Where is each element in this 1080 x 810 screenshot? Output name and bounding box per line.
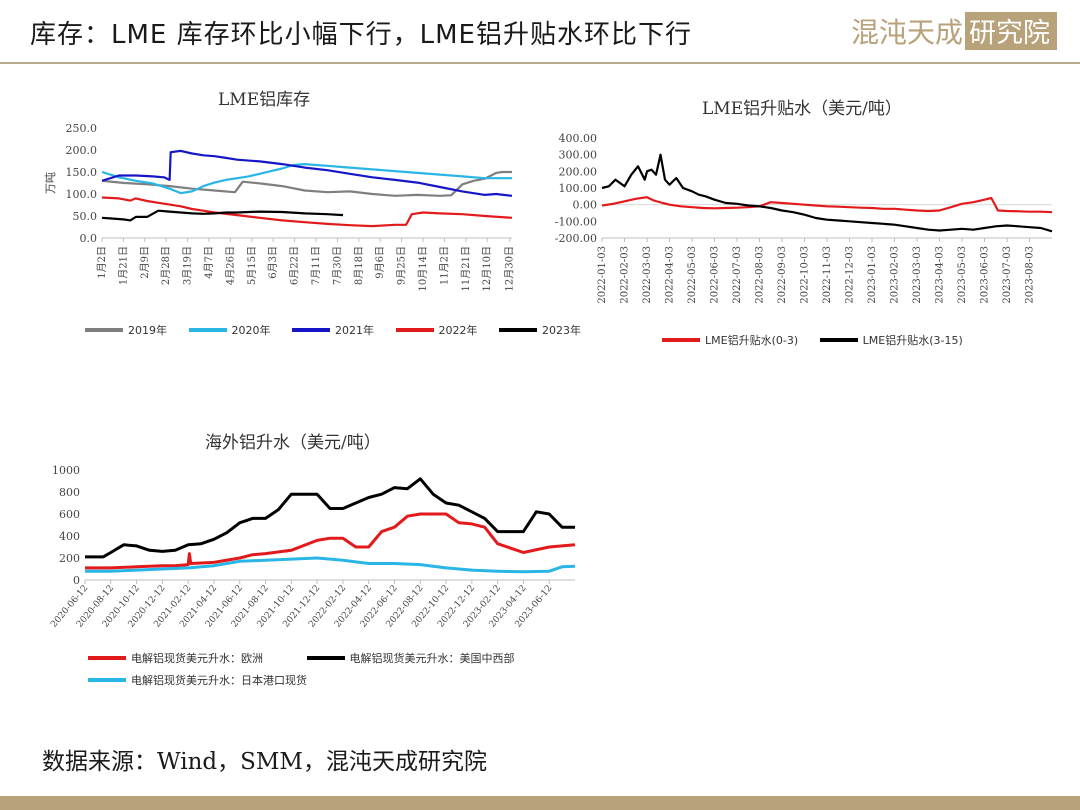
x-tick-label: 9月25日 xyxy=(396,246,408,285)
legend-item-2020: 2020年 xyxy=(188,322,271,338)
chart1-title: LME铝库存 xyxy=(218,90,311,110)
legend-item-us-midwest: 电解铝现货美元升水：美国中西部 xyxy=(306,650,515,666)
page-title: 库存：LME 库存环比小幅下行，LME铝升贴水环比下行 xyxy=(30,20,692,50)
x-tick-label: 12月10日 xyxy=(481,246,493,291)
y-tick-label: 600 xyxy=(59,508,80,521)
logo-text-right: 研究院 xyxy=(969,18,1050,49)
x-tick-label: 2022-06-03 xyxy=(710,246,721,304)
y-tick-label: 400 xyxy=(59,530,80,543)
x-tick-label: 11月21日 xyxy=(460,246,472,291)
legend-item-2021: 2021年 xyxy=(292,322,374,338)
y-tick-label: 400.00 xyxy=(559,132,598,145)
y-tick-label: 300.00 xyxy=(559,149,598,162)
x-tick-label: 2022-04-03 xyxy=(665,246,676,304)
series-line-1 xyxy=(101,162,512,195)
x-tick-label: 2023-07-03 xyxy=(1002,246,1013,304)
x-tick-label: 2023-08-03 xyxy=(1025,246,1036,304)
x-tick-label: 9月6日 xyxy=(374,246,386,279)
x-tick-label: 2月9日 xyxy=(139,246,151,279)
x-tick-label: 12月30日 xyxy=(504,246,516,291)
x-tick-label: 4月7日 xyxy=(203,246,215,279)
series-line-0 xyxy=(601,196,1053,214)
x-tick-label: 2023-03-03 xyxy=(912,246,923,304)
x-tick-label: 2022-01-03 xyxy=(597,246,608,304)
y-tick-label: 100.00 xyxy=(559,182,598,195)
x-tick-label: 10月14日 xyxy=(417,246,429,291)
x-tick-label: 7月11日 xyxy=(310,246,322,285)
x-tick-label: 6月22日 xyxy=(289,246,301,285)
x-tick-label: 1月21日 xyxy=(117,246,129,285)
y-tick-label: 0.0 xyxy=(80,232,98,245)
x-tick-label: 8月18日 xyxy=(353,246,365,285)
y-tick-label: 100.0 xyxy=(66,188,98,201)
x-tick-label: 2023-02-03 xyxy=(890,246,901,304)
x-tick-label: 5月15日 xyxy=(246,246,258,285)
series-line-0 xyxy=(85,512,576,570)
x-tick-label: 2022-11-03 xyxy=(822,246,833,304)
legend-item-2023: 2023年 xyxy=(499,322,581,338)
x-tick-label: 2022-07-03 xyxy=(732,246,743,304)
series-line-2 xyxy=(101,149,513,197)
x-tick-label: 2022-02-03 xyxy=(620,246,631,304)
x-tick-label: 2022-05-03 xyxy=(687,246,698,304)
x-tick-label: 2022-03-03 xyxy=(642,246,653,304)
y-tick-label: 200 xyxy=(59,552,80,565)
x-tick-label: 2023-04-03 xyxy=(935,246,946,304)
header: 库存：LME 库存环比小幅下行，LME铝升贴水环比下行 混沌天成 研究院 xyxy=(0,0,1080,62)
x-tick-label: 2022-09-03 xyxy=(777,246,788,304)
chart-lme-spread: -200.00 -100.00 0.00 100.00 200.00 300.00 400.… xyxy=(555,132,1053,304)
x-tick-label: 6月3日 xyxy=(267,246,279,279)
x-tick-label: 2022-08-03 xyxy=(755,246,766,304)
legend-item-spread-0-3: LME铝升贴水(0-3) xyxy=(662,332,798,348)
chart2-legend: LME铝升贴水(0-3) LME铝升贴水(3-15) xyxy=(662,332,981,348)
legend-item-europe: 电解铝现货美元升水：欧洲 xyxy=(88,650,263,666)
chart3-legend: 电解铝现货美元升水：欧洲 电解铝现货美元升水：美国中西部 电解铝现货美元升水：日… xyxy=(88,650,533,688)
series-line-1 xyxy=(85,477,575,559)
chart2-title: LME铝升贴水（美元/吨） xyxy=(702,99,902,119)
legend-item-spread-3-15: LME铝升贴水(3-15) xyxy=(819,332,963,348)
x-tick-label: 7月30日 xyxy=(331,246,343,285)
y-tick-label: 800 xyxy=(59,486,80,499)
x-tick-label: 2023-06-03 xyxy=(980,246,991,304)
y-tick-label: 200.00 xyxy=(559,165,598,178)
y-tick-label: 0 xyxy=(73,574,80,587)
y-tick-label: 50.0 xyxy=(73,210,98,223)
x-tick-label: 2023-01-03 xyxy=(867,246,878,304)
x-tick-label: 2月28日 xyxy=(160,246,172,285)
series-line-3 xyxy=(101,196,513,228)
logo: 混沌天成 研究院 xyxy=(851,12,1057,50)
x-tick-label: 1月2日 xyxy=(96,246,108,279)
y-tick-label: 250.0 xyxy=(66,122,98,135)
logo-text-left: 混沌天成 xyxy=(851,16,963,49)
chart1-legend: 2019年 2020年 2021年 2022年 2023年 xyxy=(85,322,599,338)
chart3-title: 海外铝升水（美元/吨） xyxy=(205,433,381,453)
x-tick-label: 4月26日 xyxy=(224,246,236,285)
x-tick-label: 3月19日 xyxy=(182,246,194,285)
legend-item-2019: 2019年 xyxy=(85,322,167,338)
logo-stamp xyxy=(965,12,1057,50)
y-tick-label: 0.00 xyxy=(573,199,598,212)
y-axis-label: 万吨 xyxy=(44,172,57,194)
series-line-2 xyxy=(85,556,576,574)
header-rule xyxy=(0,62,1080,64)
x-tick-label: 2022-12-03 xyxy=(845,246,856,304)
footer-bar xyxy=(0,796,1080,810)
y-tick-label: -200.00 xyxy=(555,232,597,245)
series-line-4 xyxy=(101,209,344,222)
x-tick-label: 2023-05-03 xyxy=(957,246,968,304)
y-tick-label: -100.00 xyxy=(555,215,597,228)
y-tick-label: 1000 xyxy=(52,464,80,477)
legend-item-japan: 电解铝现货美元升水：日本港口现货 xyxy=(88,672,307,688)
legend-item-2022: 2022年 xyxy=(395,322,478,338)
y-tick-label: 200.0 xyxy=(66,144,98,157)
x-tick-label: 2022-10-03 xyxy=(800,246,811,304)
chart-lme-inventory: 0.0 50.0 100.0 150.0 200.0 250.0 1月2日 1月21日 2月9日… xyxy=(44,122,516,291)
series-line-1 xyxy=(601,153,1053,233)
x-tick-label: 11月2日 xyxy=(438,246,450,285)
data-source: 数据来源：Wind，SMM，混沌天成研究院 xyxy=(42,749,487,775)
series-line-0 xyxy=(101,170,512,197)
y-tick-label: 150.0 xyxy=(66,166,98,179)
chart-overseas-premium: 020040060080010002020-06-122020-08-12202… xyxy=(49,464,576,630)
